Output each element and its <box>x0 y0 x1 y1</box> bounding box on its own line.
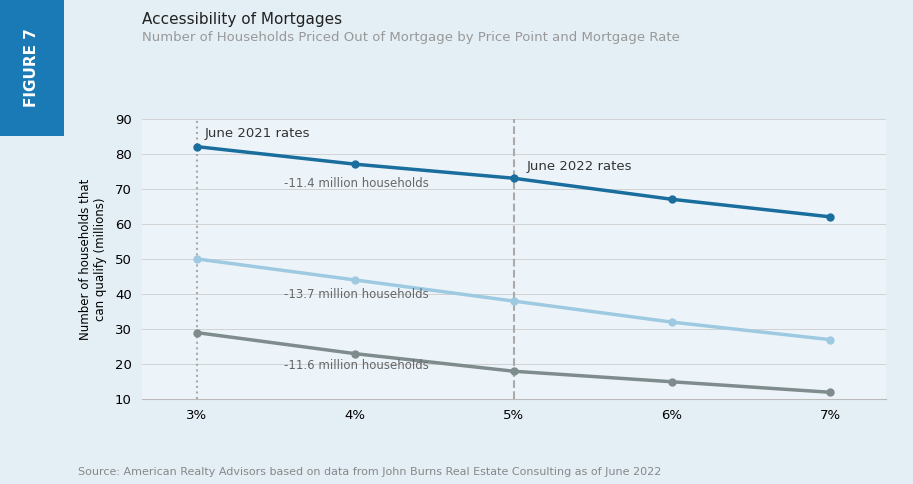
$200K Mortgage <box>350 161 361 167</box>
Text: Number of Households Priced Out of Mortgage by Price Point and Mortgage Rate: Number of Households Priced Out of Mortg… <box>142 31 679 45</box>
$400K Mortgage <box>666 319 677 325</box>
$400K Mortgage <box>192 256 203 262</box>
Line: $600K Mortgage: $600K Mortgage <box>194 329 834 396</box>
$600K Mortgage <box>508 368 519 374</box>
$400K Mortgage <box>824 337 835 343</box>
$200K Mortgage <box>666 197 677 202</box>
$400K Mortgage <box>350 277 361 283</box>
Text: June 2021 rates: June 2021 rates <box>205 127 310 139</box>
Text: -11.6 million households: -11.6 million households <box>284 360 429 373</box>
Text: -13.7 million households: -13.7 million households <box>284 287 429 301</box>
Line: $400K Mortgage: $400K Mortgage <box>194 256 834 343</box>
$600K Mortgage <box>350 351 361 357</box>
$600K Mortgage <box>824 389 835 395</box>
$200K Mortgage <box>824 214 835 220</box>
$600K Mortgage <box>192 330 203 335</box>
Text: Accessibility of Mortgages: Accessibility of Mortgages <box>142 12 341 27</box>
Text: June 2022 rates: June 2022 rates <box>526 160 632 173</box>
Line: $200K Mortgage: $200K Mortgage <box>194 143 834 220</box>
Y-axis label: Number of households that
can qualify (millions): Number of households that can qualify (m… <box>79 178 107 340</box>
$200K Mortgage <box>508 175 519 181</box>
Text: FIGURE 7: FIGURE 7 <box>25 29 39 107</box>
$200K Mortgage <box>192 144 203 150</box>
Text: Source: American Realty Advisors based on data from John Burns Real Estate Consu: Source: American Realty Advisors based o… <box>78 467 661 477</box>
$400K Mortgage <box>508 298 519 304</box>
$600K Mortgage <box>666 379 677 385</box>
Text: -11.4 million households: -11.4 million households <box>284 177 429 190</box>
